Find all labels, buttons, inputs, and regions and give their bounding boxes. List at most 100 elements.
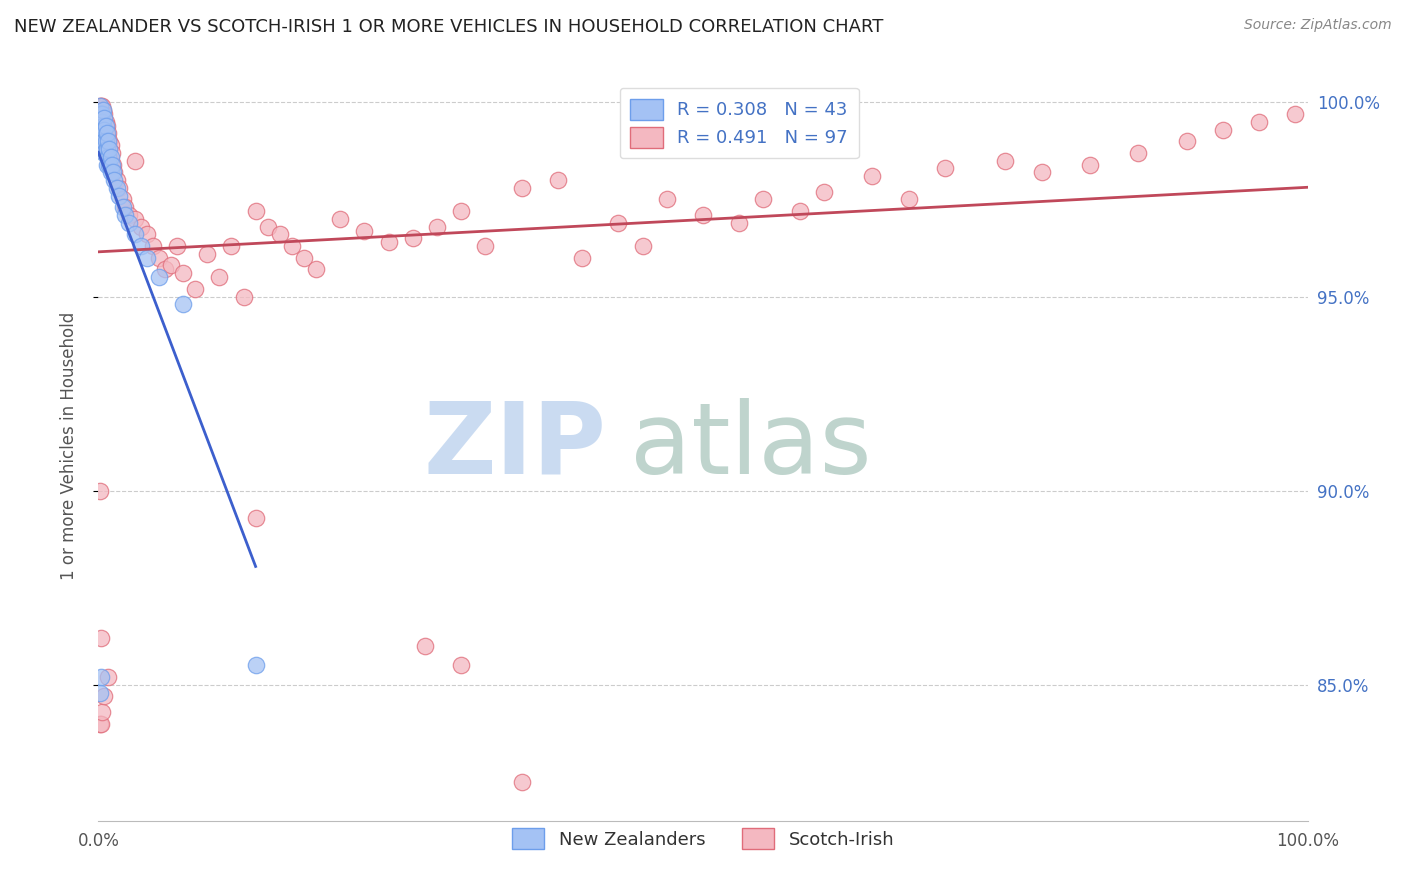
Point [93, 111, 115, 125]
Point [96, 142, 118, 156]
Point [1284, 107, 1306, 121]
Point [256, 219, 278, 234]
Point [292, 251, 315, 265]
Point [269, 227, 291, 242]
Point [101, 165, 124, 179]
Point [547, 173, 569, 187]
Point [89, 685, 111, 699]
Point [90, 107, 112, 121]
Point [607, 216, 630, 230]
Point [184, 282, 207, 296]
Point [97, 150, 120, 164]
Point [474, 239, 496, 253]
Point [108, 188, 131, 202]
Point [100, 165, 122, 179]
Point [91, 103, 114, 118]
Point [98, 134, 121, 148]
Point [100, 150, 122, 164]
Point [114, 208, 136, 222]
Point [101, 157, 124, 171]
Point [91, 107, 114, 121]
Point [221, 239, 243, 253]
Point [728, 216, 751, 230]
Point [90, 107, 112, 121]
Point [1031, 165, 1053, 179]
Point [353, 223, 375, 237]
Point [97, 670, 120, 684]
Point [93, 690, 115, 704]
Point [94, 115, 117, 129]
Point [813, 185, 835, 199]
Point [148, 251, 170, 265]
Point [91, 122, 114, 136]
Point [105, 181, 128, 195]
Point [160, 259, 183, 273]
Point [142, 239, 165, 253]
Point [91, 119, 114, 133]
Point [450, 204, 472, 219]
Point [91, 127, 114, 141]
Point [97, 127, 120, 141]
Point [166, 239, 188, 253]
Point [426, 219, 449, 234]
Point [93, 119, 115, 133]
Point [93, 107, 115, 121]
Point [89, 483, 111, 498]
Point [934, 161, 956, 176]
Point [860, 169, 883, 184]
Point [91, 115, 114, 129]
Point [91, 107, 114, 121]
Point [655, 193, 678, 207]
Point [98, 157, 121, 171]
Point [91, 705, 114, 719]
Point [450, 658, 472, 673]
Point [94, 119, 117, 133]
Point [91, 122, 114, 136]
Point [98, 145, 121, 160]
Point [195, 247, 218, 261]
Text: ZIP: ZIP [423, 398, 606, 494]
Point [510, 774, 533, 789]
Point [96, 130, 118, 145]
Point [89, 99, 111, 113]
Point [91, 115, 114, 129]
Point [96, 119, 118, 133]
Point [118, 216, 141, 230]
Point [245, 658, 267, 673]
Point [1078, 157, 1101, 171]
Point [111, 193, 134, 207]
Point [172, 297, 194, 311]
Point [413, 639, 436, 653]
Point [91, 115, 114, 129]
Point [100, 157, 122, 171]
Point [789, 204, 811, 219]
Point [96, 157, 118, 171]
Text: Source: ZipAtlas.com: Source: ZipAtlas.com [1244, 18, 1392, 32]
Point [305, 262, 328, 277]
Point [103, 165, 125, 179]
Point [153, 262, 176, 277]
Point [96, 142, 118, 156]
Point [90, 122, 112, 136]
Point [571, 251, 593, 265]
Point [114, 200, 136, 214]
Point [90, 716, 112, 731]
Point [111, 200, 134, 214]
Point [118, 208, 141, 222]
Point [124, 211, 146, 226]
Point [129, 219, 152, 234]
Point [89, 107, 111, 121]
Point [692, 208, 714, 222]
Point [994, 153, 1017, 168]
Text: atlas: atlas [630, 398, 872, 494]
Point [93, 134, 115, 148]
Point [98, 142, 121, 156]
Point [135, 227, 157, 242]
Point [91, 134, 114, 148]
Point [97, 134, 120, 148]
Point [91, 103, 114, 118]
Point [245, 204, 267, 219]
Point [90, 99, 112, 113]
Point [897, 193, 920, 207]
Point [510, 181, 533, 195]
